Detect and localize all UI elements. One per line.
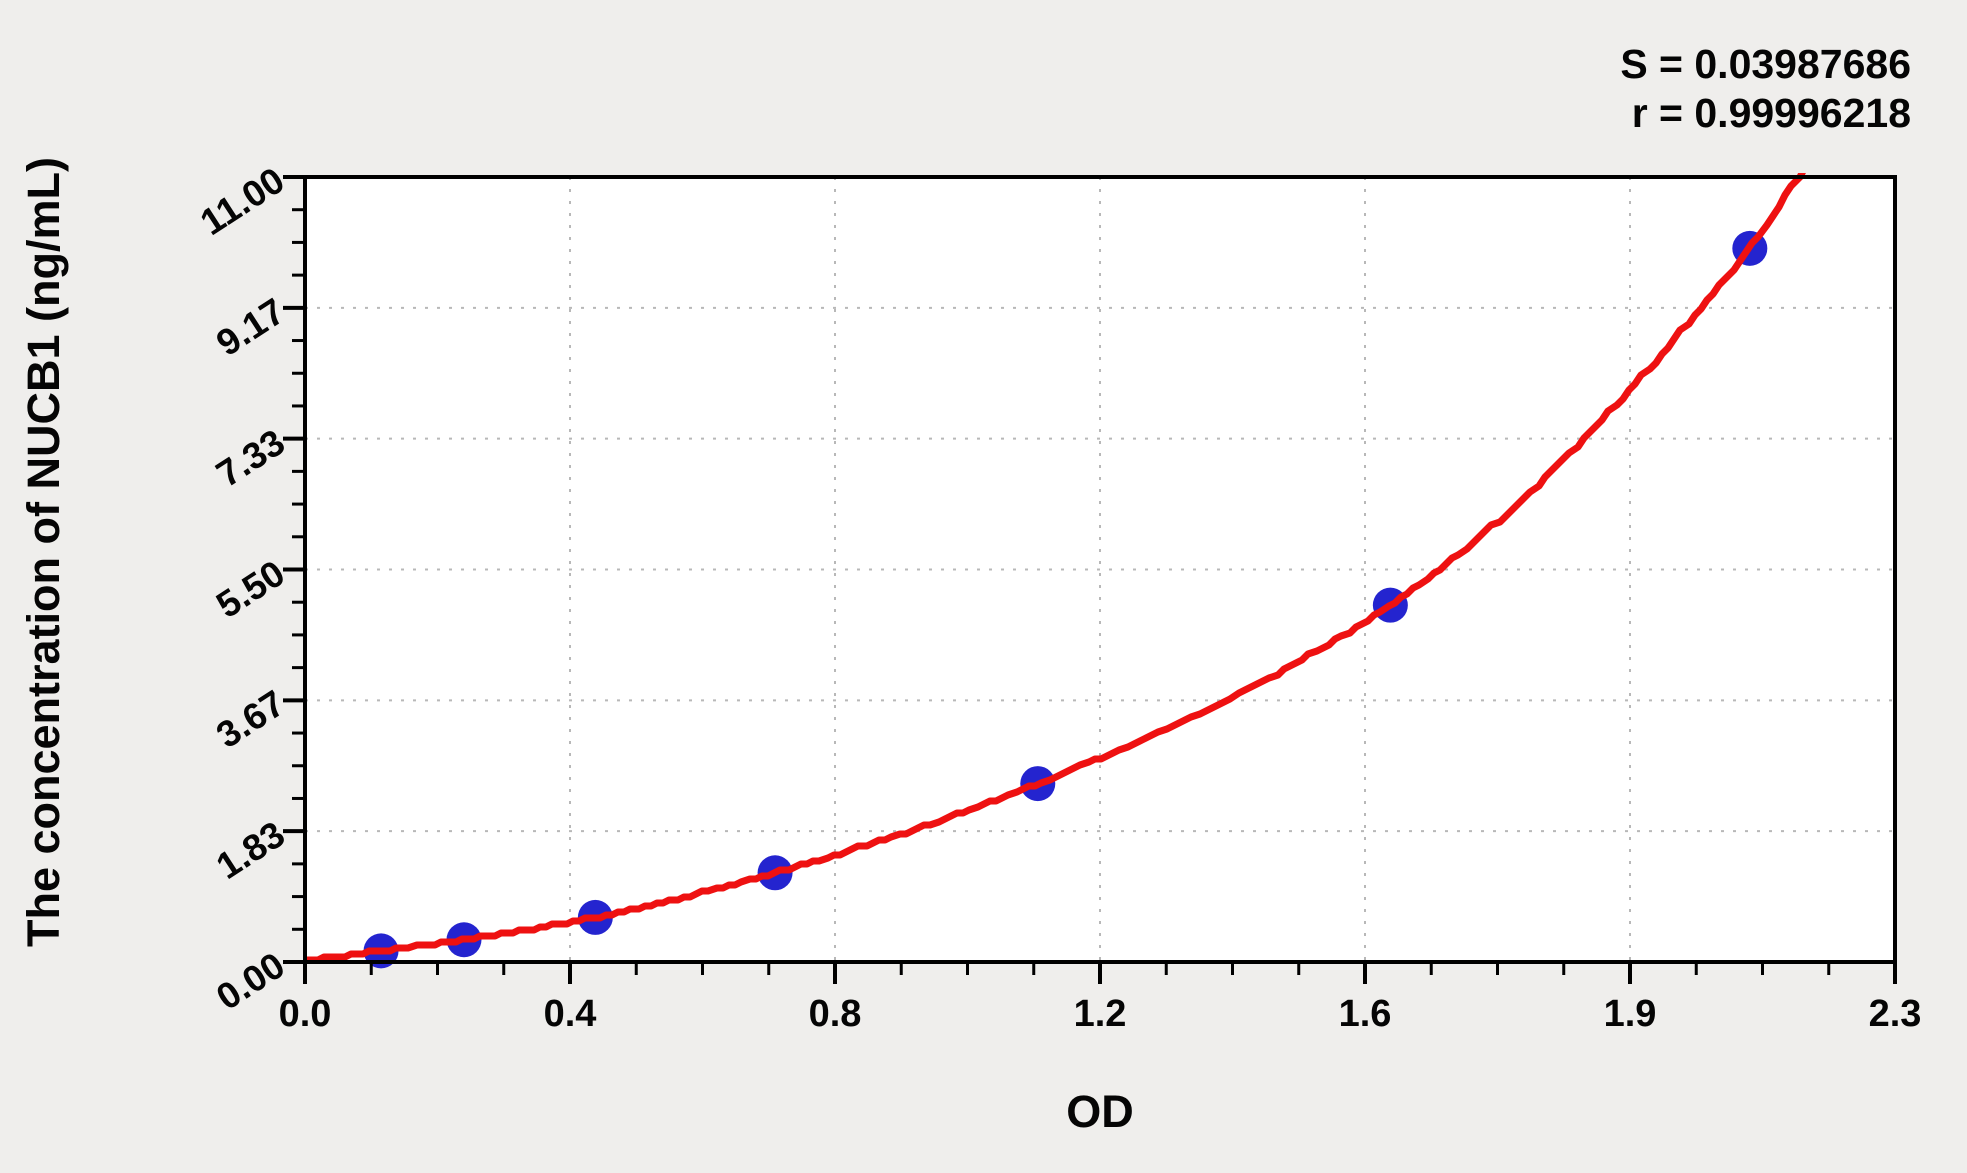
x-axis-title: OD <box>1066 1086 1134 1137</box>
x-tick-label: 2.3 <box>1868 993 1922 1035</box>
y-axis-title: The concentration of NUCB1 (ng/mL) <box>18 157 69 948</box>
x-tick-label: 1.9 <box>1603 993 1657 1035</box>
fit-statistics: S = 0.03987686 r = 0.99996218 <box>1620 40 1911 138</box>
fit-curve <box>303 173 1806 964</box>
x-tick-label: 0.0 <box>278 993 332 1035</box>
x-tick-label: 1.6 <box>1338 993 1392 1035</box>
x-tick-label: 0.8 <box>808 993 862 1035</box>
r-value-text: r = 0.99996218 <box>1631 90 1911 136</box>
x-tick-label: 0.4 <box>543 993 597 1035</box>
s-value-text: S = 0.03987686 <box>1620 41 1911 87</box>
x-tick-label: 1.2 <box>1073 993 1127 1035</box>
